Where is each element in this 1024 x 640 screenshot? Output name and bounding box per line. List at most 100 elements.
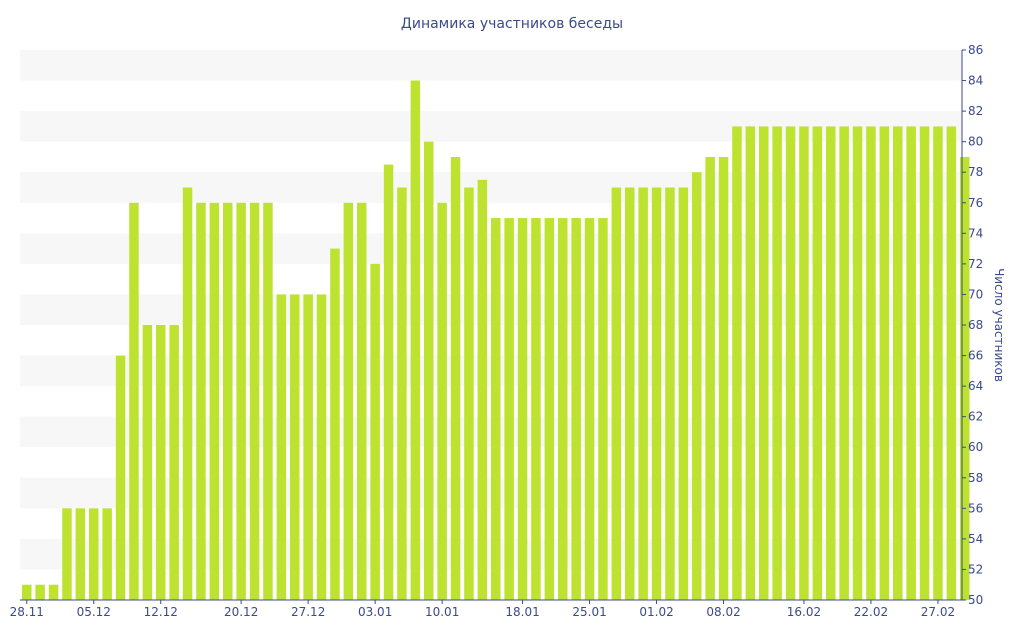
y-tick-label: 56 [968, 501, 983, 515]
y-tick-label: 52 [968, 562, 983, 576]
bar [558, 218, 568, 601]
bar [772, 126, 782, 600]
bar [625, 187, 635, 600]
bar [464, 187, 474, 600]
bar [263, 202, 273, 600]
bar [196, 202, 206, 600]
y-tick-label: 64 [968, 379, 983, 393]
bar [169, 325, 179, 600]
bar [450, 156, 461, 600]
grid-band [20, 50, 962, 81]
x-tick-label: 18.01 [505, 605, 539, 619]
bar [571, 218, 581, 601]
bar [852, 126, 863, 600]
bar [89, 508, 99, 600]
bar [504, 218, 514, 601]
bar [182, 187, 193, 600]
x-tick-label: 05.12 [77, 605, 111, 619]
y-tick-label: 60 [968, 440, 983, 454]
bar [638, 187, 648, 600]
y-tick-label: 68 [968, 318, 983, 332]
bar [35, 584, 45, 600]
y-axis-label: Число участников [992, 268, 1006, 382]
bar [383, 164, 394, 601]
bar [692, 172, 702, 600]
bar [584, 218, 595, 601]
bar [906, 126, 916, 600]
bar [759, 126, 769, 600]
bar [705, 156, 715, 600]
bar [946, 126, 957, 600]
bar [611, 187, 622, 600]
x-axis-ticks: 28.11 05.12 12.12 20.12 27.12 03.01 10.01 18.01… [10, 600, 955, 619]
bar [343, 202, 354, 600]
y-tick-label: 72 [968, 257, 983, 271]
bar [491, 218, 501, 601]
bar [75, 508, 86, 600]
chart-title: Динамика участников беседы [401, 16, 623, 32]
x-tick-label: 10.01 [425, 605, 459, 619]
bar [209, 202, 220, 600]
y-tick-label: 50 [968, 593, 983, 607]
y-tick-label: 82 [968, 104, 983, 118]
x-tick-label: 22.02 [854, 605, 888, 619]
bar [290, 294, 300, 600]
bar [424, 141, 434, 600]
bar [919, 126, 930, 600]
bar [129, 202, 139, 600]
y-tick-label: 62 [968, 410, 983, 424]
y-tick-label: 86 [968, 43, 983, 57]
bar [665, 187, 675, 600]
x-tick-label: 28.11 [10, 605, 44, 619]
bar [960, 156, 970, 600]
y-tick-label: 74 [968, 226, 983, 240]
y-tick-label: 70 [968, 287, 983, 301]
x-tick-label: 08.02 [706, 605, 740, 619]
bar [812, 126, 823, 600]
x-tick-label: 27.12 [291, 605, 325, 619]
bar [115, 355, 126, 600]
bar [531, 218, 541, 601]
bar [62, 508, 72, 600]
bar [156, 325, 166, 600]
bar [799, 126, 809, 600]
x-tick-label: 16.02 [787, 605, 821, 619]
bar [678, 187, 689, 600]
bar [785, 126, 796, 600]
bar [357, 202, 367, 600]
bar [102, 508, 112, 600]
bar [236, 202, 246, 600]
bars [22, 80, 970, 601]
y-tick-label: 66 [968, 349, 983, 363]
y-tick-label: 80 [968, 135, 983, 149]
bar [223, 202, 233, 600]
bar [517, 218, 528, 601]
bar [437, 202, 447, 600]
bar [316, 294, 327, 600]
x-tick-label: 27.02 [921, 605, 955, 619]
bar [718, 156, 729, 600]
bar [839, 126, 849, 600]
bar [544, 218, 555, 601]
bar [866, 126, 876, 600]
bar [276, 294, 287, 600]
bar [745, 126, 756, 600]
bar [477, 179, 488, 600]
x-tick-label: 03.01 [358, 605, 392, 619]
y-tick-label: 84 [968, 74, 983, 88]
y-tick-label: 58 [968, 471, 983, 485]
bar [397, 187, 407, 600]
bar [826, 126, 836, 600]
bar [893, 126, 903, 600]
y-tick-label: 54 [968, 532, 983, 546]
bar [22, 584, 32, 600]
y-axis-ticks: 50 52 54 56 58 60 62 64 66 68 70 72 74 76 78 80 82 84 86 [962, 43, 983, 607]
bar [879, 126, 890, 600]
bar [330, 248, 340, 600]
bar [303, 294, 313, 600]
bar [732, 126, 742, 600]
x-tick-label: 20.12 [224, 605, 258, 619]
bar [370, 263, 380, 600]
x-tick-label: 12.12 [144, 605, 178, 619]
